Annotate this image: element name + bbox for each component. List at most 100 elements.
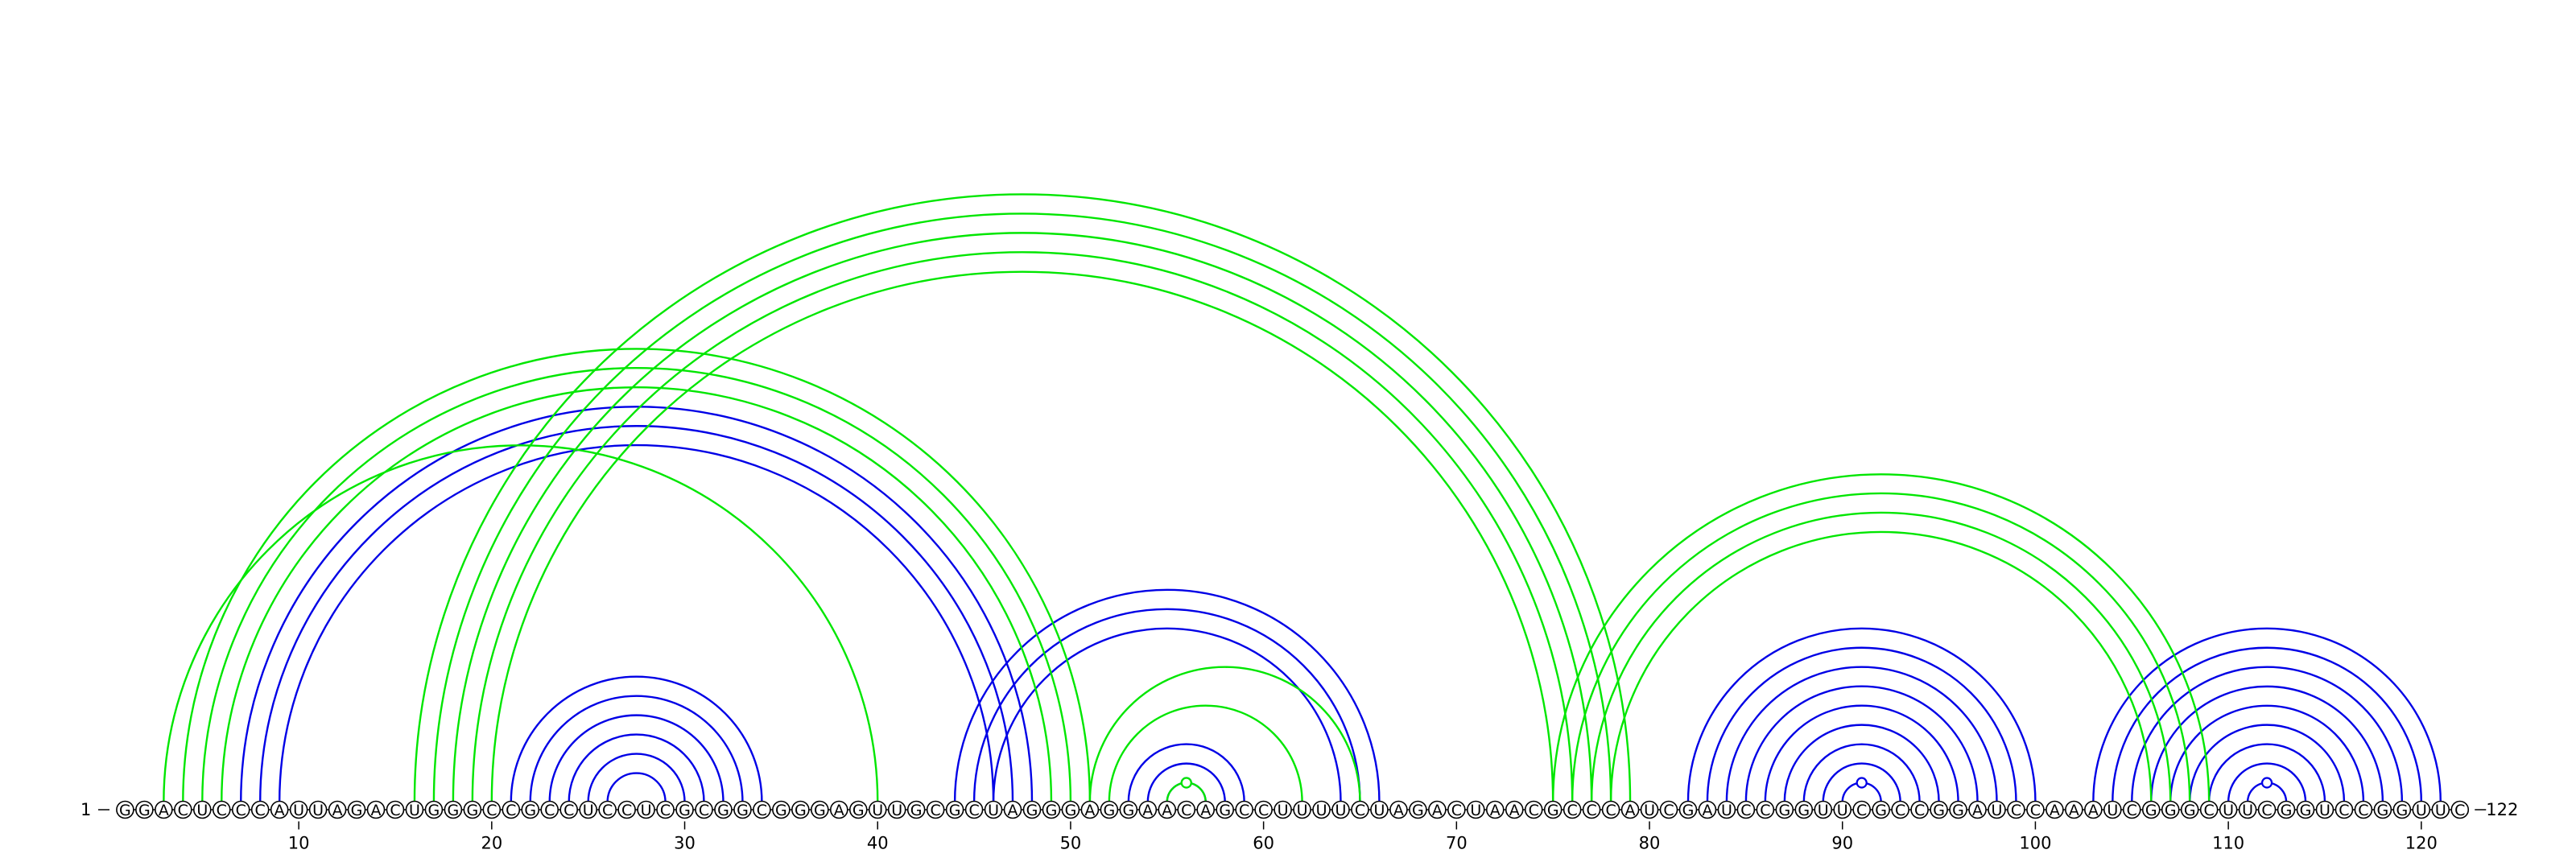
nucleotide-62: U: [1293, 800, 1311, 819]
nucleotide-circle: [1196, 800, 1216, 819]
nucleotide-circle: [1370, 800, 1389, 819]
nucleotide-31: C: [695, 800, 713, 819]
tick-label-60: 60: [1253, 834, 1274, 853]
nucleotide-119: G: [2392, 800, 2412, 819]
nucleotide-circle: [1467, 800, 1485, 819]
nucleotide-letter: C: [1567, 802, 1578, 819]
nucleotide-72: A: [1485, 800, 1505, 819]
nucleotide-15: C: [386, 800, 405, 819]
nucleotide-circle: [212, 800, 231, 819]
base-pair-arc-88-94: [1802, 743, 1921, 802]
base-pair-arc-9-46: [278, 443, 995, 802]
nucleotide-letter: A: [1142, 802, 1153, 819]
nucleotide-23: C: [540, 800, 559, 819]
nucleotide-circle: [1794, 800, 1814, 819]
base-pair-arc-46-64: [992, 627, 1342, 802]
nucleotide-circle: [231, 800, 250, 819]
nucleotide-letter: U: [1278, 802, 1289, 819]
base-pair-arc-4-51: [182, 348, 1092, 802]
nucleotide-letter: A: [1008, 802, 1018, 819]
nucleotide-circle: [887, 800, 906, 819]
nucleotide-35: G: [772, 800, 791, 819]
nucleotide-letter: A: [1625, 802, 1636, 819]
base-pair-arc-5-50: [201, 366, 1072, 802]
nucleotide-circle: [1351, 800, 1369, 819]
base-pair-arc-108-116: [2188, 724, 2346, 802]
nucleotide-circle: [1505, 800, 1524, 819]
tick-label-30: 30: [674, 834, 696, 853]
base-pair-arc-19-76: [471, 251, 1574, 802]
nucleotide-87: G: [1775, 800, 1794, 819]
nucleotide-59: C: [1235, 800, 1253, 819]
nucleotide-letter: G: [2377, 802, 2389, 819]
nucleotide-29: C: [656, 800, 675, 819]
nucleotide-letter: C: [1895, 802, 1905, 819]
nucleotide-letter: G: [1682, 802, 1695, 819]
base-pair-arc-53-59: [1127, 743, 1245, 802]
nucleotide-circle: [1293, 800, 1311, 819]
nucleotide-66: U: [1370, 800, 1389, 819]
nucleotide-letter: G: [1122, 802, 1134, 819]
nucleotide-circle: [155, 800, 173, 819]
nucleotide-letter: U: [1297, 802, 1308, 819]
nucleotide-111: U: [2238, 800, 2257, 819]
nucleotide-circle: [1003, 800, 1022, 819]
nucleotide-circle: [444, 800, 463, 819]
nucleotide-circle: [2257, 800, 2277, 819]
nucleotide-letter: C: [2011, 802, 2021, 819]
nucleotide-letter: A: [371, 802, 382, 819]
nucleotide-82: G: [1678, 800, 1698, 819]
nucleotide-12: A: [328, 800, 347, 819]
nucleotide-112: C: [2257, 800, 2277, 819]
base-pair-arc-110-114: [2227, 762, 2307, 802]
nucleotide-116: C: [2334, 800, 2354, 819]
nucleotide-circle: [1254, 800, 1273, 819]
nucleotide-43: C: [926, 800, 945, 819]
nucleotide-10: U: [289, 800, 308, 819]
nucleotide-circle: [1891, 800, 1909, 819]
nucleotide-letter: G: [2281, 802, 2293, 819]
nucleotide-65: C: [1351, 800, 1369, 819]
nucleotide-letter: C: [1586, 802, 1596, 819]
nucleotide-circle: [1717, 800, 1736, 819]
nucleotide-letter: U: [2435, 802, 2446, 819]
nucleotide-circle: [1872, 800, 1890, 819]
nucleotide-118: G: [2373, 800, 2392, 819]
nucleotide-1: G: [116, 800, 134, 819]
nucleotide-letter: U: [1818, 802, 1829, 819]
nucleotide-100: C: [2026, 800, 2045, 819]
nucleotide-11: U: [308, 800, 328, 819]
nucleotide-76: C: [1563, 800, 1582, 819]
nucleotide-86: C: [1756, 800, 1775, 819]
nucleotide-4: C: [174, 800, 192, 819]
nucleotide-circle: [116, 800, 134, 819]
nucleotide-letter: G: [814, 802, 826, 819]
base-pair-arc-107-117: [2169, 704, 2365, 802]
nucleotide-letter: C: [217, 802, 227, 819]
nucleotide-letter: C: [506, 802, 516, 819]
nucleotide-circle: [1814, 800, 1833, 819]
position-axis: 10 20 30 40 50 60 70 80 90 100 110 120: [288, 821, 2438, 853]
nucleotide-circle: [2065, 800, 2083, 819]
nucleotide-letter: G: [2145, 802, 2157, 819]
base-pair-arc-76-108: [1571, 492, 2191, 802]
base-pair-arc-109-115: [2207, 743, 2326, 802]
tick-label-80: 80: [1639, 834, 1661, 853]
nucleotide-letter: G: [1065, 802, 1077, 819]
base-pair-arc-22-33: [529, 695, 744, 802]
nucleotide-circle: [811, 800, 829, 819]
nucleotide-letter: G: [1104, 802, 1116, 819]
nucleotide-letter: G: [2396, 802, 2408, 819]
nucleotide-letter: C: [757, 802, 767, 819]
base-pair-arc-85-97: [1744, 685, 1979, 802]
base-pair-arc-104-120: [2112, 646, 2423, 802]
tick-label-20: 20: [481, 834, 502, 853]
nucleotide-letter: A: [1972, 802, 1983, 819]
nucleotide-letter: C: [1355, 802, 1365, 819]
nucleotide-circle: [270, 800, 289, 819]
base-pair-arc-84-98: [1725, 666, 1998, 802]
nucleotide-circle: [1543, 800, 1563, 819]
nucleotide-letter: G: [2300, 802, 2312, 819]
nucleotide-circle: [1022, 800, 1042, 819]
nucleotide-circle: [1119, 800, 1138, 819]
